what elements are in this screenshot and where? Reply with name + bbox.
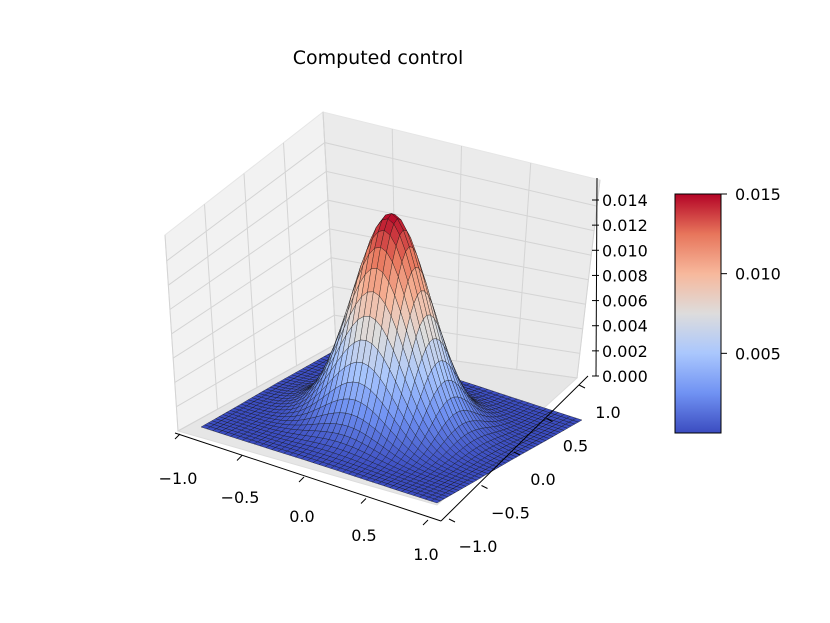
z-axis-ticks: 0.000 0.002 0.004 0.006 0.008 0.010 0.012 0.014 — [592, 191, 648, 386]
x-tick-label: −0.5 — [221, 488, 260, 507]
gridline — [322, 111, 337, 345]
y-tick-mark — [448, 518, 456, 523]
gridline — [456, 145, 462, 362]
surface-patch — [430, 498, 442, 504]
y-tick-label: −1.0 — [459, 537, 498, 556]
x-tick-mark — [174, 433, 181, 440]
colorbar-tick-label: 0.010 — [735, 265, 781, 284]
z-tick-label: 0.004 — [602, 317, 648, 336]
colorbar-tick-label: 0.005 — [735, 344, 781, 363]
gridline — [166, 142, 598, 262]
y-tick-label: 1.0 — [595, 403, 620, 422]
x-tick-label: 0.0 — [289, 507, 314, 526]
z-axis-line — [595, 177, 598, 377]
x-tick-mark — [360, 498, 367, 504]
z-tick-label: 0.006 — [602, 292, 648, 311]
gridline — [176, 314, 580, 408]
colorbar-gradient — [674, 193, 722, 434]
gridline — [516, 162, 532, 370]
gridline — [168, 170, 595, 286]
gridline — [243, 173, 258, 388]
x-axis-line — [174, 432, 442, 522]
z-tick-label: 0.000 — [602, 367, 648, 386]
x-tick-label: 0.5 — [351, 526, 376, 545]
z-tick-label: 0.012 — [602, 216, 648, 235]
y-tick-mark — [578, 384, 586, 389]
z-tick-label: 0.008 — [602, 266, 648, 285]
z-tick-label: 0.010 — [602, 241, 648, 260]
gridline — [204, 204, 218, 410]
y-tick-mark — [481, 485, 488, 489]
y-tick-label: 0.5 — [563, 437, 588, 456]
x-tick-mark — [298, 476, 305, 483]
gridlines — [164, 111, 601, 432]
gridline — [283, 142, 297, 366]
x-tick-label: −1.0 — [159, 469, 198, 488]
z-tick-label: 0.002 — [602, 342, 648, 361]
y-tick-label: 0.0 — [530, 470, 555, 489]
z-tick-label: 0.014 — [602, 191, 648, 210]
gridline — [169, 199, 592, 310]
x-tick-label: 1.0 — [413, 545, 438, 564]
axis-lines — [174, 177, 598, 522]
surface-plot — [200, 213, 583, 504]
x-tick-mark — [236, 455, 243, 461]
gridline — [174, 285, 583, 383]
y-axis-line — [440, 375, 589, 522]
chart-title: Computed control — [293, 47, 464, 69]
gridline — [171, 228, 589, 335]
x-tick-mark — [422, 519, 429, 526]
colorbar-ticks: 0.005 0.010 0.015 — [721, 185, 781, 363]
gridline — [172, 257, 586, 359]
y-axis-ticks: −1.0 −0.50.0 0.5 1.0 — [448, 384, 621, 556]
y-tick-mark — [546, 418, 553, 422]
gridline — [164, 234, 179, 432]
x-axis-ticks: −1.0 −0.5 0.0 0.5 1.0 — [159, 433, 439, 564]
colorbar-tick-label: 0.015 — [735, 185, 781, 204]
y-tick-label: −0.5 — [491, 504, 530, 523]
gridline — [576, 179, 601, 379]
colorbar: 0.005 0.010 0.015 — [674, 185, 781, 434]
y-tick-mark — [513, 451, 521, 456]
